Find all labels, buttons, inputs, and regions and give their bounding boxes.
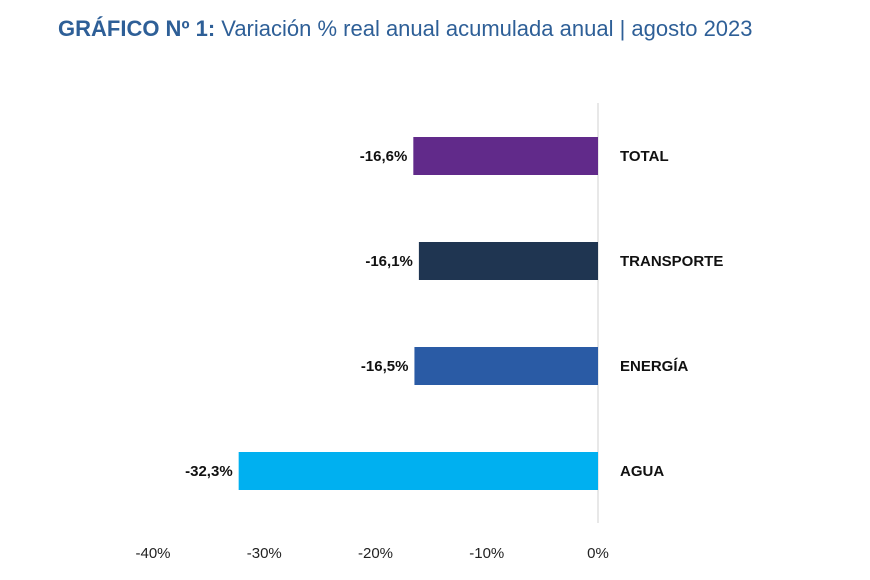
bar-agua — [238, 452, 598, 490]
x-tick-label: 0% — [587, 545, 609, 562]
chart-title: GRÁFICO Nº 1: Variación % real anual acu… — [58, 16, 753, 42]
bar-total — [413, 137, 598, 175]
chart-title-text: Variación % real anual acumulada anual |… — [221, 16, 753, 41]
category-label: TRANSPORTE — [620, 253, 723, 270]
chart-title-bold: GRÁFICO Nº 1: — [58, 16, 216, 41]
category-label: AGUA — [620, 463, 664, 480]
x-tick-label: -20% — [358, 545, 393, 562]
data-label: -16,6% — [360, 148, 408, 165]
data-label: -16,1% — [365, 253, 413, 270]
x-tick-label: -10% — [469, 545, 504, 562]
x-tick-label: -30% — [247, 545, 282, 562]
data-label: -16,5% — [361, 358, 409, 375]
category-label: TOTAL — [620, 148, 669, 165]
bar-energía — [414, 347, 598, 385]
bar-transporte — [418, 242, 598, 280]
category-label: ENERGÍA — [620, 358, 689, 375]
x-tick-label: -40% — [135, 545, 170, 562]
data-label: -32,3% — [185, 463, 233, 480]
